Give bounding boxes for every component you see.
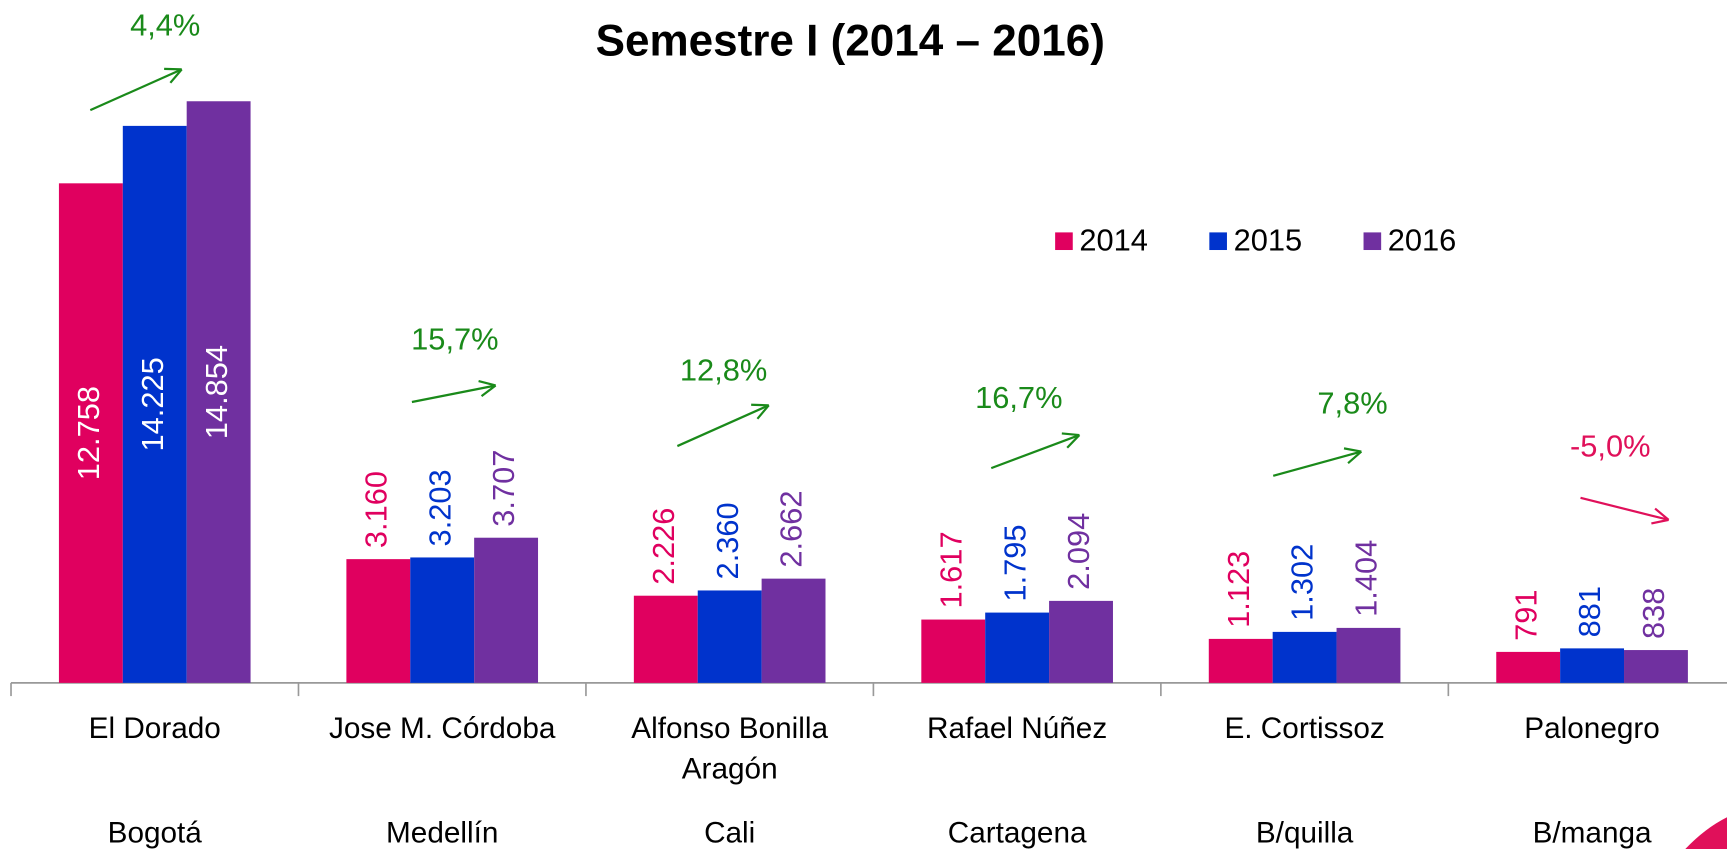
trend-arrow-head [1651, 518, 1669, 525]
trend-label: 7,8% [1317, 385, 1387, 420]
bar [697, 590, 762, 683]
value-label: 1.795 [997, 524, 1032, 601]
bar [58, 183, 123, 683]
x-tick-label: El Dorado [88, 711, 221, 745]
bar [985, 612, 1050, 683]
value-label: 791 [1508, 589, 1543, 640]
trend-label: -5,0% [1570, 428, 1651, 463]
value-label: 838 [1636, 588, 1671, 639]
trend-arrow-head [1654, 507, 1670, 521]
x-tick-label: Jose M. Córdoba [328, 711, 556, 745]
value-label: 14.225 [135, 357, 170, 451]
trend-arrow-head [1347, 450, 1363, 465]
x-tick-label: Palonegro [1524, 711, 1660, 745]
x-tick-label-box: Alfonso Bonilla Aragón [631, 711, 829, 786]
value-label: 3.707 [486, 450, 521, 527]
value-label: 14.854 [199, 345, 234, 439]
bar [1336, 627, 1401, 683]
bar [633, 595, 698, 683]
bar [761, 578, 826, 683]
x-tick-label-box: El Dorado [88, 711, 221, 745]
bar [1624, 650, 1688, 683]
city-label: Cali [704, 817, 755, 849]
value-label: 1.123 [1221, 551, 1256, 628]
legend-swatch [1209, 232, 1227, 251]
chart-title: Semestre I (2014 – 2016) [596, 17, 1105, 66]
trend-arrow-head [480, 384, 497, 397]
trend-arrow-head [169, 68, 183, 84]
x-tick-label: Alfonso Bonilla Aragón [631, 711, 829, 786]
city-label: Cartagena [948, 817, 1087, 849]
x-tick-label-box: Palonegro [1524, 711, 1660, 745]
x-tick-label-box: Jose M. Córdoba [328, 711, 556, 745]
chart-area: Semestre I (2014 – 2016) 12.758 3.160 2.22… [10, 8, 1727, 849]
trend-arrow-head [164, 67, 182, 71]
trend-arrow [89, 68, 183, 112]
value-label: 2.094 [1061, 513, 1096, 590]
value-label: 3.160 [358, 471, 393, 548]
bar [1208, 638, 1273, 683]
city-label: B/manga [1533, 817, 1652, 849]
city-label: Bogotá [108, 817, 203, 849]
trend-arrow-head [1061, 432, 1080, 437]
bar [1560, 648, 1625, 683]
trend-label: 12,8% [680, 352, 767, 387]
value-label: 2.360 [710, 502, 745, 579]
legend-swatch [1363, 232, 1382, 251]
value-label: 881 [1572, 586, 1607, 637]
legend-swatch [1055, 232, 1073, 251]
trend-arrow [990, 434, 1080, 470]
bar [346, 559, 411, 683]
city-label: Medellín [386, 817, 498, 849]
value-label: 1.404 [1349, 540, 1384, 617]
x-tick-label: E. Cortissoz [1224, 711, 1385, 745]
bar [474, 537, 539, 683]
value-label: 1.617 [933, 531, 968, 608]
trend-arrow-head [478, 379, 496, 387]
trend-arrow-head [1066, 434, 1081, 449]
trend-label: 16,7% [975, 380, 1062, 415]
corner-decoration [1685, 817, 1727, 849]
trend-arrow-head [756, 404, 770, 420]
value-label: 12.758 [71, 386, 106, 480]
trend-arrow-head [1343, 447, 1362, 453]
value-label: 2.226 [646, 508, 681, 585]
bar [921, 619, 986, 683]
trend-arrow-head [751, 403, 769, 407]
value-label: 3.203 [422, 469, 457, 546]
legend-label: 2014 [1079, 222, 1148, 257]
x-tick-label: Rafael Núñez [927, 711, 1108, 745]
bar [410, 557, 475, 683]
bar [1049, 600, 1113, 683]
legend-label: 2016 [1388, 222, 1457, 257]
trend-label: 15,7% [411, 322, 498, 357]
bar [1272, 631, 1337, 683]
bar [1496, 651, 1561, 683]
trend-arrow [676, 404, 770, 448]
trend-arrow [411, 384, 496, 404]
trend-arrow [1580, 496, 1669, 521]
bar [122, 125, 187, 683]
value-label: 2.662 [774, 490, 809, 567]
x-tick-label-box: E. Cortissoz [1224, 711, 1385, 745]
bar [186, 101, 251, 683]
trend-label: 4,4% [130, 8, 200, 43]
value-label: 1.302 [1285, 544, 1320, 621]
x-tick-label-box: Rafael Núñez [927, 711, 1108, 745]
legend-label: 2015 [1234, 222, 1303, 257]
trend-arrow [1272, 450, 1362, 477]
city-label: B/quilla [1256, 817, 1354, 849]
